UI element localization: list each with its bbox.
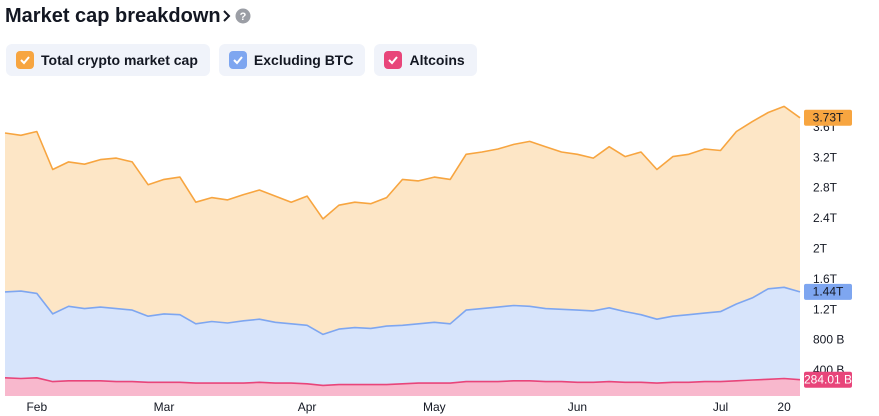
legend-label: Excluding BTC: [253, 52, 354, 68]
last-value-badge: [804, 283, 852, 300]
check-icon: [20, 56, 30, 65]
last-value-label: 3.73T: [813, 110, 844, 124]
legend-toggle[interactable]: Altcoins: [374, 44, 477, 76]
last-value-badge: [804, 109, 852, 126]
last-value-badge: [804, 371, 852, 388]
legend-checkbox: [16, 51, 34, 69]
title-icons: ?: [222, 8, 251, 24]
legend-checkbox: [228, 51, 247, 69]
y-tick-label: 800 B: [813, 333, 844, 347]
y-tick-label: 2.8T: [813, 181, 838, 195]
x-tick-label: Mar: [154, 400, 175, 414]
chart-title: Market cap breakdown: [5, 4, 221, 27]
check-icon: [233, 56, 243, 65]
y-tick-label: 1.2T: [813, 302, 838, 316]
header: Market cap breakdown ?: [5, 3, 251, 29]
legend-label: Altcoins: [409, 52, 465, 68]
y-tick-label: 2T: [813, 241, 828, 255]
x-tick-label: Feb: [26, 400, 47, 414]
x-tick-label: Jul: [713, 400, 728, 414]
last-value-label: 1.44T: [813, 285, 844, 299]
legend-toggle[interactable]: Total crypto market cap: [6, 44, 210, 76]
area-fill: [5, 287, 800, 396]
legend-checkbox: [384, 51, 403, 69]
x-tick-label: Jun: [568, 400, 587, 414]
legend-label: Total crypto market cap: [41, 52, 198, 68]
y-tick-label: 3.2T: [813, 150, 838, 164]
svg-text:?: ?: [239, 11, 246, 23]
area-line: [4, 286, 801, 336]
legend-toggle[interactable]: Excluding BTC: [218, 44, 366, 76]
x-tick-label: May: [423, 400, 446, 414]
area-line: [4, 105, 801, 220]
last-value-label: 284.01 B: [804, 372, 852, 386]
x-tick-label: 20: [777, 400, 791, 414]
y-tick-label: 1.6T: [813, 272, 838, 286]
legend: Total crypto market cap Excluding BTC Altc…: [6, 44, 477, 76]
area-line: [4, 377, 801, 387]
check-icon: [388, 56, 399, 65]
x-tick-label: Apr: [298, 400, 317, 414]
y-tick-label: 2.4T: [813, 211, 838, 225]
